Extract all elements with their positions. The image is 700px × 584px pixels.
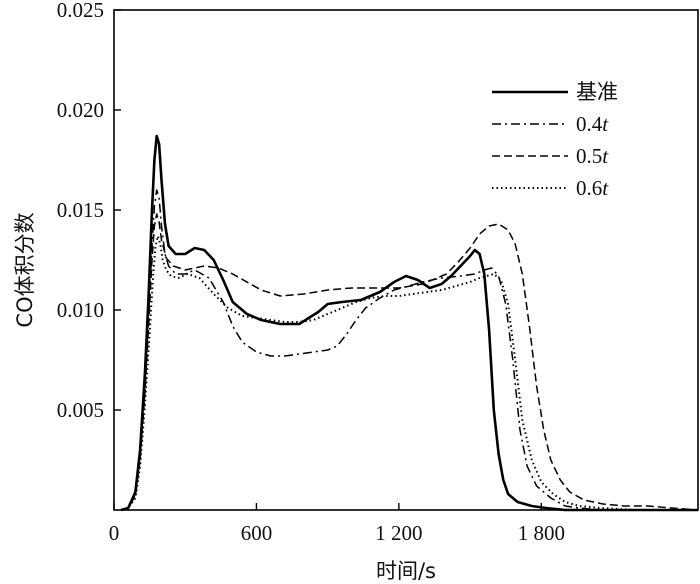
- legend-label: 0.6t: [576, 176, 609, 200]
- x-tick-label: 600: [241, 521, 273, 545]
- x-tick-label: 0: [109, 521, 120, 545]
- y-tick-label: 0.010: [57, 298, 104, 322]
- legend: 基准 0.4t 0.5t 0.6t: [492, 80, 618, 200]
- series-line: [120, 213, 699, 511]
- y-axis-title: CO体积分数: [13, 212, 37, 327]
- legend-label: 基准: [576, 80, 618, 104]
- series-line: [120, 134, 698, 512]
- y-tick-label: 0.005: [57, 398, 104, 422]
- legend-label: 0.4t: [576, 112, 609, 136]
- y-tick-label: 0.020: [57, 98, 104, 122]
- series-line: [120, 189, 698, 511]
- legend-label: 0.5t: [576, 144, 609, 168]
- x-axis-title: 时间/s: [376, 559, 436, 583]
- series-lines: [120, 134, 699, 512]
- y-axis-ticks: 0.005 0.010 0.015 0.020 0.025: [57, 0, 121, 422]
- series-line: [120, 235, 698, 511]
- x-tick-label: 1 200: [375, 521, 422, 545]
- x-axis-ticks: 0 600 1 200 1 800: [109, 503, 565, 545]
- x-tick-label: 1 800: [518, 521, 565, 545]
- y-tick-label: 0.015: [57, 198, 104, 222]
- plot-frame: [113, 9, 699, 511]
- y-tick-label: 0.025: [57, 0, 104, 22]
